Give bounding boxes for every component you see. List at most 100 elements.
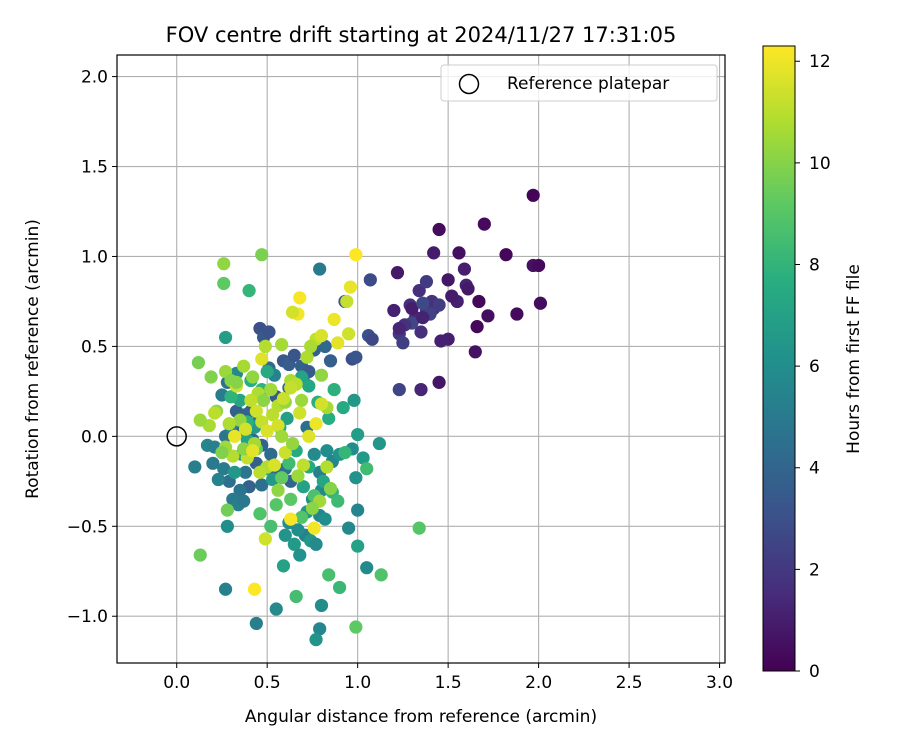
data-point-125: [356, 451, 370, 465]
data-point-135: [220, 519, 234, 533]
data-point-122: [347, 393, 361, 407]
data-points: [188, 188, 548, 647]
data-point-24: [392, 382, 406, 397]
data-point-248: [343, 280, 358, 294]
x-tick-label-1: 0.5: [254, 673, 281, 693]
data-point-100: [307, 447, 321, 461]
data-point-40: [416, 311, 430, 325]
data-point-186: [191, 355, 206, 370]
data-point-54: [262, 325, 276, 339]
data-point-38: [392, 321, 406, 336]
data-point-3: [427, 246, 441, 260]
data-point-259: [215, 445, 229, 460]
data-point-262: [275, 429, 289, 443]
data-point-254: [229, 375, 244, 389]
data-point-231: [255, 352, 269, 366]
data-point-239: [331, 336, 345, 350]
y-tick-label-5: 1.5: [81, 158, 108, 178]
data-point-78: [238, 465, 253, 479]
data-point-232: [258, 339, 272, 354]
data-point-115: [293, 548, 307, 562]
data-point-39: [396, 336, 410, 350]
data-point-118: [276, 559, 291, 573]
data-point-243: [314, 329, 329, 343]
data-point-83: [237, 494, 251, 508]
data-point-238: [314, 397, 329, 411]
colorbar-tick-label-5: 10: [809, 154, 831, 174]
colorbar-tick-label-3: 6: [809, 357, 820, 377]
data-point-43: [387, 303, 401, 318]
y-tick-label-3: 0.5: [81, 337, 108, 357]
data-point-133: [249, 616, 263, 631]
data-point-9: [441, 273, 455, 287]
y-axis-label: Rotation from reference (arcmin): [23, 219, 43, 499]
data-point-190: [237, 359, 251, 373]
data-point-102: [320, 444, 334, 458]
data-point-45: [363, 273, 377, 287]
grid-lines: [117, 55, 725, 663]
data-point-249: [349, 248, 363, 262]
data-point-27: [419, 275, 434, 289]
data-point-228: [266, 408, 280, 422]
data-point-76: [255, 478, 269, 492]
data-point-260: [258, 532, 272, 546]
data-point-206: [305, 501, 320, 515]
data-point-113: [291, 523, 305, 537]
data-point-251: [307, 521, 321, 535]
data-point-42: [405, 302, 419, 316]
data-point-117: [278, 528, 292, 542]
data-point-120: [351, 503, 365, 517]
data-point-257: [246, 444, 260, 458]
colorbar: 0 2 4 6 8 10 12 Hours from first FF file: [762, 45, 864, 682]
chart-title: FOV centre drift starting at 2024/11/27 …: [166, 23, 677, 47]
data-point-11: [461, 282, 475, 296]
data-point-146: [296, 480, 310, 494]
data-point-165: [338, 445, 352, 460]
x-tick-label-0: 0.0: [163, 673, 190, 693]
data-point-61: [318, 339, 332, 354]
legend-entry-reference-platepar: Reference platepar: [507, 74, 669, 94]
colorbar-tick-label-0: 0: [809, 662, 820, 682]
data-point-253: [247, 582, 262, 596]
data-point-184: [255, 248, 269, 262]
data-point-85: [217, 462, 231, 476]
data-point-246: [293, 291, 307, 305]
data-point-7: [532, 258, 546, 273]
data-point-204: [320, 460, 334, 474]
data-point-80: [233, 483, 247, 497]
data-point-240: [342, 327, 356, 341]
data-point-261: [267, 458, 282, 472]
data-point-194: [264, 382, 278, 397]
data-point-168: [412, 521, 426, 535]
data-point-187: [204, 370, 218, 384]
data-point-26: [412, 284, 426, 298]
data-point-13: [472, 294, 486, 309]
legend: Reference platepar: [440, 64, 718, 102]
data-point-21: [434, 334, 448, 348]
data-point-47: [365, 332, 379, 346]
reference-platepar-marker: [166, 426, 187, 447]
data-point-130: [313, 622, 327, 636]
data-point-255: [228, 429, 242, 443]
data-point-44: [416, 296, 430, 310]
data-point-2: [432, 222, 446, 237]
data-point-212: [253, 465, 267, 479]
x-tick-label-3: 1.5: [435, 673, 462, 693]
data-point-17: [481, 309, 495, 323]
data-point-180: [220, 503, 234, 517]
y-tick-label-4: 1.0: [81, 247, 108, 267]
data-point-132: [269, 602, 283, 616]
data-point-136: [218, 330, 233, 345]
data-point-137: [228, 465, 242, 479]
data-point-62: [323, 354, 338, 368]
colorbar-tick-label-6: 12: [809, 52, 831, 72]
data-point-191: [246, 370, 260, 384]
data-point-166: [360, 462, 374, 476]
data-point-175: [264, 519, 278, 533]
data-point-163: [322, 568, 336, 582]
data-point-114: [287, 537, 301, 551]
data-point-57: [287, 348, 301, 363]
data-point-23: [414, 382, 428, 397]
data-point-144: [280, 411, 294, 425]
